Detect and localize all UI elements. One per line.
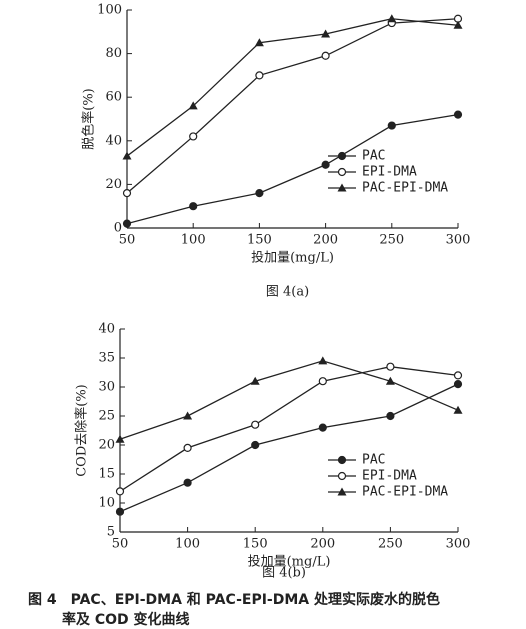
y-tick-label: 35 (98, 351, 115, 366)
marker (255, 71, 264, 80)
legend-marker (337, 167, 347, 177)
legend-marker (337, 151, 347, 161)
marker (386, 362, 395, 371)
marker (453, 110, 463, 119)
series-line (119, 366, 459, 492)
y-tick-label: 60 (105, 90, 122, 105)
marker (189, 202, 198, 211)
marker (115, 507, 125, 516)
legend-label: PAC-EPI-DMA (362, 181, 448, 196)
y-tick-label: 40 (105, 133, 122, 148)
legend-marker (337, 455, 347, 465)
series-line (126, 113, 459, 225)
figure-caption: 率及 COD 变化曲线 (62, 611, 190, 628)
legend-marker (337, 471, 347, 481)
marker (385, 376, 395, 385)
figure-caption: 图 4 PAC、EPI-DMA 和 PAC-EPI-DMA 处理实际废水的脱色 (28, 591, 440, 608)
marker (321, 160, 330, 169)
y-axis-label: 脱色率(%) (81, 88, 97, 150)
y-tick-label: 100 (97, 3, 122, 18)
marker (387, 121, 396, 130)
y-tick-label: 5 (107, 525, 115, 540)
y-tick-label: 30 (98, 380, 115, 395)
x-tick-label: 100 (175, 537, 200, 552)
marker (453, 405, 463, 414)
legend-marker (337, 183, 347, 192)
x-tick-label: 250 (379, 233, 404, 248)
marker (122, 189, 132, 198)
legend-label: EPI-DMA (362, 165, 417, 180)
x-tick-label: 200 (313, 233, 338, 248)
marker (321, 51, 330, 60)
marker (254, 38, 264, 47)
marker (250, 376, 260, 385)
marker (318, 356, 328, 365)
marker (453, 380, 463, 389)
x-tick-label: 150 (243, 537, 268, 552)
x-tick-label: 300 (446, 233, 471, 248)
x-tick-label: 100 (181, 233, 206, 248)
marker (318, 377, 327, 386)
marker (255, 189, 264, 198)
y-tick-label: 25 (98, 409, 115, 424)
marker (122, 151, 132, 160)
legend-label: PAC-EPI-DMA (362, 485, 448, 500)
marker (188, 101, 198, 110)
marker (318, 423, 327, 432)
y-tick-label: 20 (105, 177, 122, 192)
marker (453, 20, 463, 29)
series-line (119, 360, 459, 440)
y-tick-label: 10 (98, 496, 115, 511)
marker (387, 14, 397, 23)
legend-marker (337, 487, 347, 496)
x-tick-label: 300 (446, 537, 471, 552)
y-tick-label: 0 (114, 221, 122, 236)
x-tick-label: 250 (378, 537, 403, 552)
y-axis-label: COD去除率(%) (74, 384, 90, 477)
marker (251, 420, 260, 429)
marker (189, 132, 198, 141)
legend-label: PAC (362, 453, 385, 468)
series-line (126, 18, 459, 157)
legend-label: EPI-DMA (362, 469, 417, 484)
marker (453, 371, 463, 380)
marker (251, 440, 260, 450)
y-tick-label: 20 (98, 438, 115, 453)
marker (115, 487, 125, 496)
series-line (119, 383, 459, 513)
chart-caption: 图 4(b) (262, 566, 306, 581)
marker (183, 478, 192, 487)
y-tick-label: 15 (98, 467, 115, 482)
series-line (126, 18, 459, 194)
x-tick-label: 150 (247, 233, 272, 248)
y-tick-label: 40 (98, 322, 115, 337)
chart-caption: 图 4(a) (266, 285, 309, 300)
marker (386, 411, 395, 421)
marker (115, 434, 125, 443)
marker (183, 411, 193, 420)
marker (183, 443, 192, 452)
x-tick-label: 50 (112, 537, 129, 552)
marker (122, 219, 132, 228)
marker (321, 29, 331, 38)
y-tick-label: 80 (105, 46, 122, 61)
x-axis-label: 投加量(mg/L) (248, 554, 331, 570)
x-tick-label: 200 (310, 537, 335, 552)
x-tick-label: 50 (119, 233, 136, 248)
legend-label: PAC (362, 149, 385, 164)
x-axis-label: 投加量(mg/L) (251, 250, 334, 266)
